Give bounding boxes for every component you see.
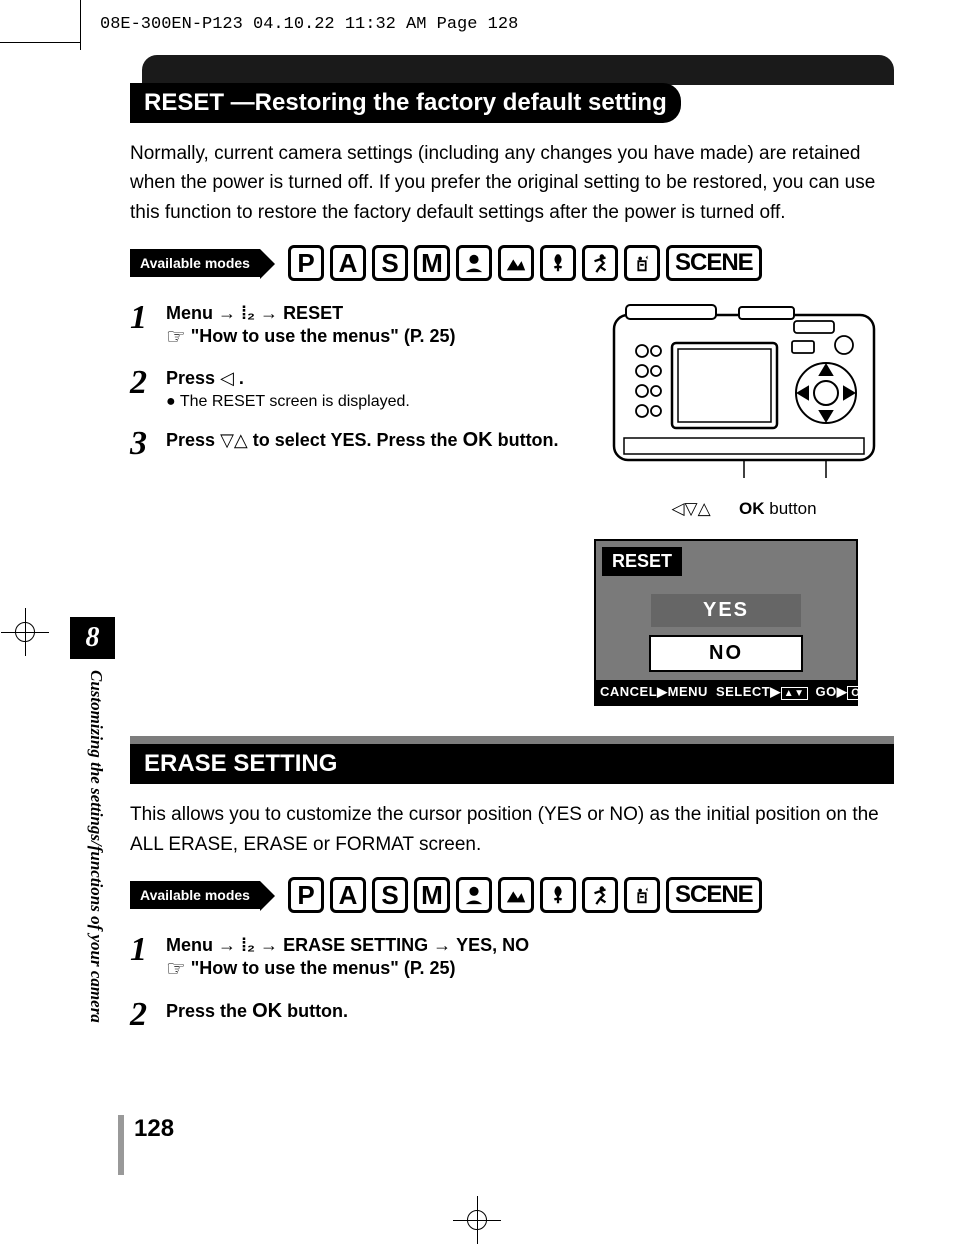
button-word: button — [769, 499, 816, 518]
lcd-option-no: NO — [649, 635, 803, 672]
mode-landscape-icon — [498, 245, 534, 281]
triangle-up-icon: △ — [698, 499, 711, 519]
step3-select: to select YES. Press the — [253, 430, 458, 450]
page-number: 128 — [134, 1115, 174, 1143]
step1-ref: "How to use the menus" (P. 25) — [191, 326, 456, 346]
crop-line — [0, 42, 80, 43]
hand-pointer-icon: ☞ — [166, 324, 186, 349]
mode-m-icon: M — [414, 877, 450, 913]
mode-scene-icon: SCENE — [666, 877, 762, 913]
step-1: 1 Menu → ⁞₂ → RESET ☞ "How to use the me… — [130, 303, 574, 350]
section2-step-1: 1 Menu → ⁞₂ → ERASE SETTING → YES, NO ☞ … — [130, 935, 894, 982]
mode-s-icon: S — [372, 877, 408, 913]
step-number: 1 — [130, 303, 156, 334]
mode-s-icon: S — [372, 245, 408, 281]
section2-paragraph: This allows you to customize the cursor … — [130, 800, 894, 859]
ok-label: OK — [739, 499, 765, 518]
arrow-right-icon: → — [260, 935, 278, 955]
step3-press: Press — [166, 430, 215, 450]
s2-step1-options: YES, NO — [456, 935, 529, 955]
mode-p-icon: P — [288, 245, 324, 281]
page-number-block: 128 — [118, 1115, 174, 1175]
step-number: 1 — [130, 935, 156, 966]
step2-note: The RESET screen is displayed. — [180, 393, 410, 410]
section-decor-bar — [142, 55, 894, 85]
lcd-go: GO — [816, 684, 837, 699]
step-3: 3 Press ▽△ to select YES. Press the OK b… — [130, 429, 574, 460]
triangle-down-icon: ▽ — [685, 499, 698, 519]
mode-a-icon: A — [330, 245, 366, 281]
mode-scene-icon: SCENE — [666, 245, 762, 281]
step-2: 2 Press ◁ . ● The RESET screen is displa… — [130, 368, 574, 411]
step3-button: button. — [498, 430, 559, 450]
triangle-left-icon: ◁ — [220, 368, 234, 389]
arrow-right-icon: → — [218, 935, 236, 955]
step-number: 2 — [130, 1000, 156, 1031]
bullet-icon: ● — [166, 393, 176, 410]
arrow-right-icon: → — [218, 303, 236, 323]
chapter-tab: 8 — [70, 617, 115, 659]
mode-m-icon: M — [414, 245, 450, 281]
ok-label: OK — [252, 1000, 282, 1022]
mode-portrait-icon — [456, 245, 492, 281]
mode-macro-icon — [540, 877, 576, 913]
step2-press: Press — [166, 368, 215, 388]
available-modes-label: Available modes — [130, 881, 260, 909]
triangle-left-icon: ◁ — [671, 499, 684, 519]
s2-step2-button: button. — [287, 1001, 348, 1021]
lcd-ok-box: OK — [847, 686, 873, 700]
crop-mark-header: 08E-300EN-P123 04.10.22 11:32 AM Page 12… — [100, 15, 518, 34]
available-modes-label: Available modes — [130, 249, 260, 277]
lcd-menu: MENU — [668, 684, 708, 699]
lcd-select: SELECT — [716, 684, 770, 699]
s2-step1-ref: "How to use the menus" (P. 25) — [191, 958, 456, 978]
hand-pointer-icon: ☞ — [166, 956, 186, 981]
manual-page: 08E-300EN-P123 04.10.22 11:32 AM Page 12… — [0, 0, 954, 1255]
mode-sport-icon — [582, 245, 618, 281]
triangle-down-icon: ▽ — [220, 430, 234, 451]
section1-paragraph: Normally, current camera settings (inclu… — [130, 139, 894, 227]
mode-portrait-icon — [456, 877, 492, 913]
lcd-cancel: CANCEL — [600, 684, 657, 699]
available-modes-row: Available modes P A S M SCENE — [130, 877, 894, 913]
section1-steps: 1 Menu → ⁞₂ → RESET ☞ "How to use the me… — [130, 303, 574, 706]
section1-title: RESET —Restoring the factory default set… — [130, 83, 681, 123]
lcd-title: RESET — [602, 547, 682, 576]
tab2-icon: ⁞₂ — [241, 935, 255, 955]
camera-back-illustration — [594, 303, 894, 488]
mode-landscape-icon — [498, 877, 534, 913]
lcd-screen-mock: RESET YES NO CANCEL▶MENU SELECT▶▲▼ GO▶OK — [594, 539, 858, 706]
arrow-right-icon: → — [433, 935, 451, 955]
crop-line — [80, 0, 81, 50]
step1-target: RESET — [283, 303, 343, 323]
section2-step-2: 2 Press the OK button. — [130, 1000, 894, 1031]
section2-title: ERASE SETTING — [130, 744, 894, 784]
mode-a-icon: A — [330, 877, 366, 913]
mode-macro-icon — [540, 245, 576, 281]
chapter-title-vertical: Customizing the settings/functions of yo… — [86, 670, 106, 1100]
figure-column: ◁▽△ OK button RESET YES NO CANCEL▶MENU S… — [594, 303, 894, 706]
s2-step1-menu: Menu — [166, 935, 213, 955]
crop-target-icon — [15, 622, 35, 642]
mode-sport-icon — [582, 877, 618, 913]
s2-step1-target: ERASE SETTING — [283, 935, 428, 955]
content: RESET —Restoring the factory default set… — [130, 55, 894, 1031]
mode-night-icon — [624, 877, 660, 913]
arrow-right-icon: → — [260, 303, 278, 323]
step-number: 2 — [130, 368, 156, 399]
camera-caption: ◁▽△ OK button — [594, 499, 894, 519]
tab2-icon: ⁞₂ — [241, 303, 255, 323]
available-modes-row: Available modes P A S M SCENE — [130, 245, 894, 281]
triangle-up-icon: △ — [234, 430, 248, 451]
lcd-footer: CANCEL▶MENU SELECT▶▲▼ GO▶OK — [596, 680, 856, 704]
mode-night-icon — [624, 245, 660, 281]
s2-step2-press: Press the — [166, 1001, 247, 1021]
step-number: 3 — [130, 429, 156, 460]
crop-target-icon — [0, 1210, 954, 1230]
ok-label: OK — [463, 429, 493, 451]
lcd-option-yes: YES — [651, 594, 801, 627]
step1-menu: Menu — [166, 303, 213, 323]
mode-p-icon: P — [288, 877, 324, 913]
